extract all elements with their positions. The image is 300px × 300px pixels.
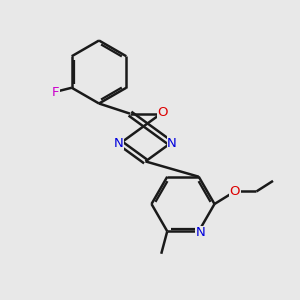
Text: O: O bbox=[230, 185, 240, 198]
Text: F: F bbox=[52, 86, 59, 99]
Text: O: O bbox=[157, 106, 168, 118]
Text: N: N bbox=[114, 137, 124, 150]
Text: N: N bbox=[167, 137, 177, 150]
Text: N: N bbox=[195, 226, 205, 239]
